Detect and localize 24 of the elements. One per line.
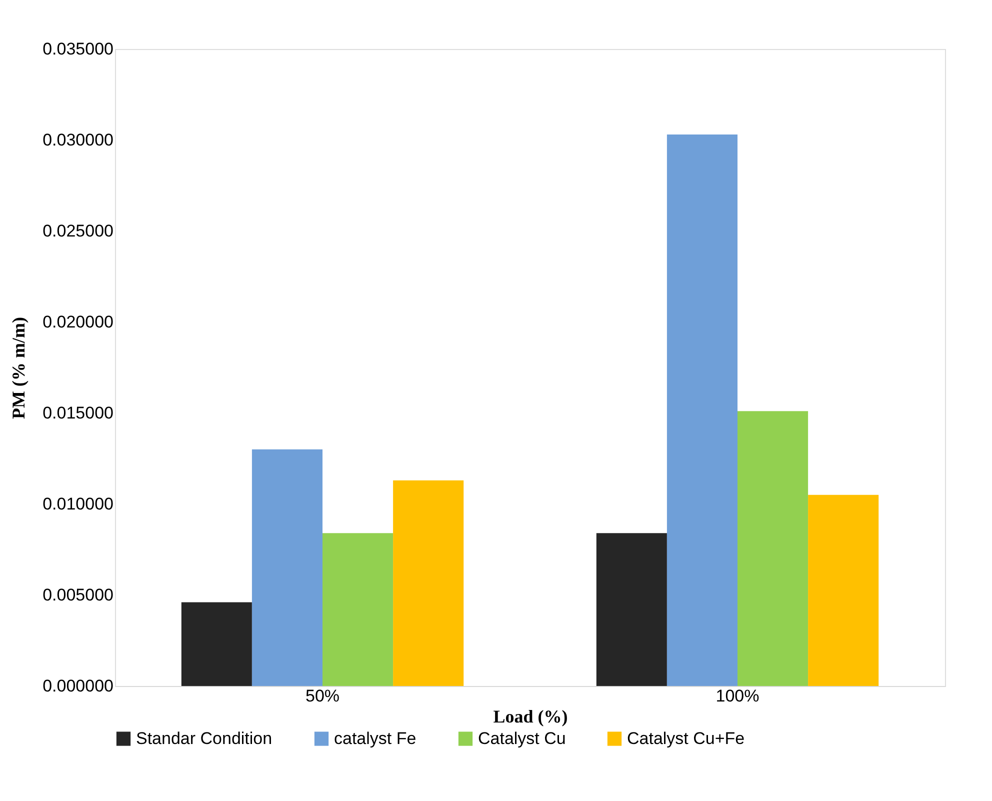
bar xyxy=(252,449,322,686)
bar xyxy=(666,134,738,686)
bar xyxy=(322,533,394,686)
y-tick-label: 0.035000 xyxy=(42,40,114,58)
y-axis-title: PM (% m/m) xyxy=(8,317,29,419)
bar xyxy=(393,480,464,686)
y-tick-label: 0.005000 xyxy=(42,586,114,604)
bar xyxy=(808,494,879,686)
x-axis-title: Load (%) xyxy=(493,706,568,726)
y-tick-label: 0.010000 xyxy=(42,494,114,514)
bar xyxy=(738,411,808,686)
legend-label: catalyst Fe xyxy=(334,728,416,748)
legend-label: Standar Condition xyxy=(136,728,272,748)
bar xyxy=(596,533,667,686)
x-tick-label: 50% xyxy=(305,686,340,706)
y-tick-label: 0.025000 xyxy=(42,222,114,240)
y-tick-label: 0.015000 xyxy=(42,404,114,422)
bar xyxy=(181,602,252,686)
x-tick-label: 100% xyxy=(716,686,760,706)
legend-label: Catalyst Cu+Fe xyxy=(627,728,745,748)
y-tick-label: 0.020000 xyxy=(42,312,114,332)
y-tick-label: 0.000000 xyxy=(42,676,114,696)
legend-label: Catalyst Cu xyxy=(478,728,566,748)
y-tick-label: 0.030000 xyxy=(42,130,114,150)
